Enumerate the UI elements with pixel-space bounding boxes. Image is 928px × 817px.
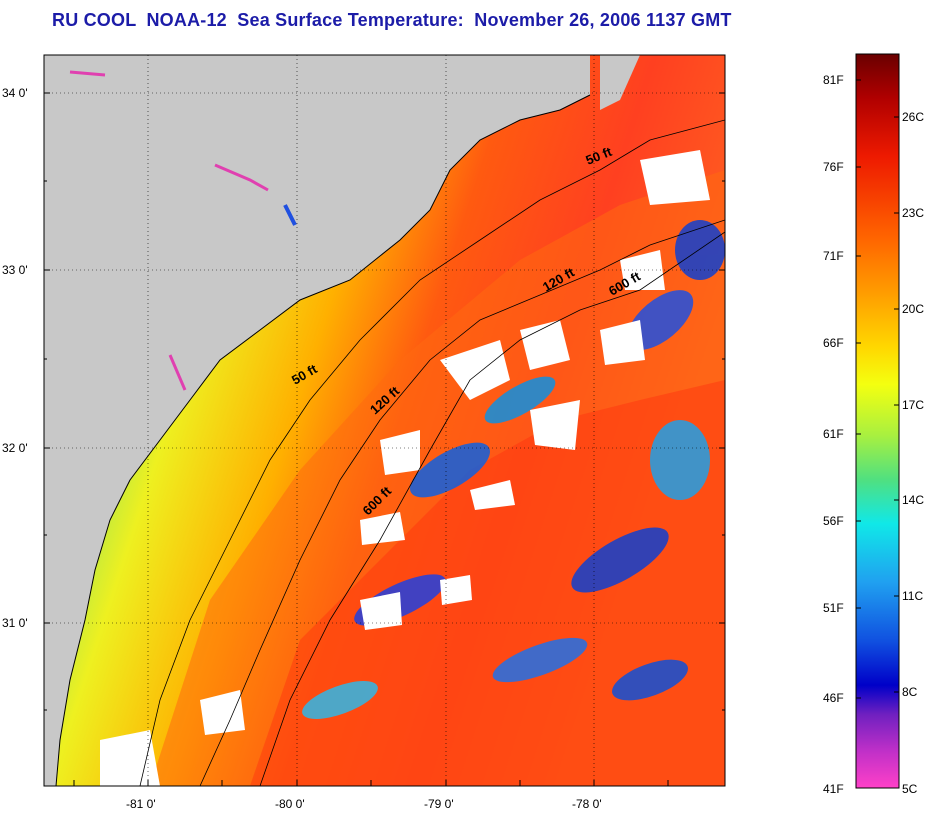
colorbar-c-5: 5C bbox=[902, 782, 918, 796]
colorbar-f-51: 51F bbox=[823, 601, 844, 615]
map-title: RU COOL NOAA-12 Sea Surface Temperature:… bbox=[52, 10, 732, 30]
lat-label-34: 34 0' bbox=[2, 86, 28, 100]
map-frame bbox=[43, 54, 726, 787]
colorbar-ticks bbox=[856, 79, 899, 699]
lon-label-80: -80 0' bbox=[275, 797, 305, 811]
lat-label-33: 33 0' bbox=[2, 263, 28, 277]
colorbar-c-8: 8C bbox=[902, 685, 918, 699]
inland-waters bbox=[69, 70, 297, 391]
colorbar: 81F 76F 71F 66F 61F 56F 51F 46F 41F 26C … bbox=[823, 53, 924, 796]
colorbar-f-66: 66F bbox=[823, 336, 844, 350]
colorbar-c-26: 26C bbox=[902, 110, 924, 124]
lon-label-78: -78 0' bbox=[572, 797, 602, 811]
colorbar-f-71: 71F bbox=[823, 249, 844, 263]
contour-600ft bbox=[259, 231, 725, 786]
land-mass bbox=[44, 55, 590, 786]
lat-tick-marks bbox=[44, 92, 725, 711]
land-cape bbox=[600, 55, 640, 110]
colorbar-c-11: 11C bbox=[902, 589, 923, 603]
colorbar-f-81: 81F bbox=[823, 73, 844, 87]
colorbar-c-14: 14C bbox=[902, 493, 924, 507]
lon-label-81: -81 0' bbox=[126, 797, 156, 811]
lon-tick-marks bbox=[73, 780, 669, 786]
contour-120ft bbox=[199, 219, 725, 786]
colorbar-c-17: 17C bbox=[902, 398, 924, 412]
map-area: 50 ft 50 ft 120 ft 120 ft 600 ft 600 ft bbox=[44, 55, 725, 786]
colorbar-f-61: 61F bbox=[823, 427, 844, 441]
lon-label-79: -79 0' bbox=[424, 797, 454, 811]
colorbar-gradient bbox=[855, 53, 900, 789]
grid-lines bbox=[44, 55, 725, 786]
colorbar-f-41: 41F bbox=[823, 782, 844, 796]
colorbar-c-20: 20C bbox=[902, 302, 924, 316]
colorbar-f-76: 76F bbox=[823, 160, 844, 174]
colorbar-f-56: 56F bbox=[823, 514, 844, 528]
colorbar-c-23: 23C bbox=[902, 206, 924, 220]
lat-label-32: 32 0' bbox=[2, 441, 28, 455]
coastline bbox=[55, 94, 591, 786]
contour-50ft bbox=[139, 119, 725, 786]
cool-eddies bbox=[302, 220, 725, 719]
lat-label-31: 31 0' bbox=[2, 616, 28, 630]
cloud-patches bbox=[100, 150, 710, 786]
colorbar-f-46: 46F bbox=[823, 691, 844, 705]
